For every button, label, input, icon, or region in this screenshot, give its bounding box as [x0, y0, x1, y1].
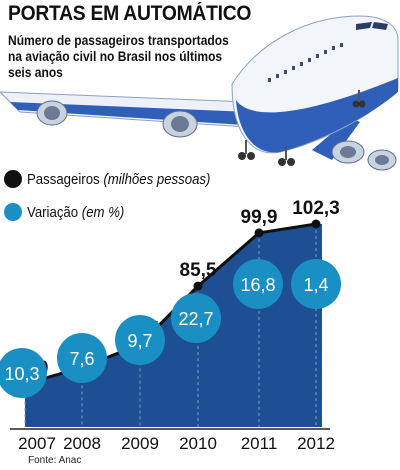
variation-value-label-2009: 9,7 — [127, 331, 152, 351]
variation-value-label-2008: 7,6 — [69, 349, 94, 369]
x-tick-label-2007: 2007 — [18, 434, 56, 453]
engine-left — [36, 100, 68, 126]
variation-value-label-2012: 1,4 — [303, 275, 328, 295]
legend-passengers-label: Passageiros (milhões pessoas) — [27, 170, 211, 188]
variation-circle-2010 — [171, 293, 221, 343]
page-title: PORTAS EM AUTOMÁTICO — [8, 2, 252, 25]
passengers-value-label-2011: 99,9 — [241, 207, 278, 228]
passengers-point-2012 — [311, 219, 321, 229]
x-tick-label-2008: 2008 — [63, 434, 101, 453]
passengers-point-2011 — [254, 228, 264, 238]
passengers-value-label-2012: 102,3 — [292, 198, 340, 219]
passengers-dot-icon — [4, 170, 22, 188]
x-tick-label-2010: 2010 — [179, 434, 217, 453]
airplane-illustration — [0, 15, 399, 171]
x-tick-label-2011: 2011 — [241, 434, 278, 453]
passengers-value-label-2010: 85,5 — [180, 260, 217, 281]
variation-circle-2008 — [57, 333, 107, 383]
x-tick-label-2009: 2009 — [121, 434, 159, 453]
passengers-point-2010 — [193, 281, 203, 291]
legend-item-passengers: Passageiros (milhões pessoas) — [4, 167, 235, 191]
variation-value-label-2011: 16,8 — [240, 275, 275, 295]
legend: Passageiros (milhões pessoas) Variação (… — [4, 167, 235, 233]
variation-circle-2011 — [233, 259, 283, 309]
x-tick-label-2012: 2012 — [297, 434, 335, 453]
variation-value-label-2010: 22,7 — [178, 309, 213, 329]
legend-variation-label: Variação (em %) — [27, 203, 125, 221]
variation-circle-2007 — [0, 348, 47, 398]
variation-circle-2012 — [291, 259, 341, 309]
variation-value-label-2007: 10,3 — [4, 364, 39, 384]
variation-dot-icon — [4, 203, 22, 221]
variation-circle-2009 — [115, 315, 165, 365]
legend-item-variation: Variação (em %) — [4, 200, 235, 224]
source-note: Fonte: Anac — [28, 455, 82, 466]
page-subtitle: Número de passageiros transportados na a… — [8, 32, 229, 80]
